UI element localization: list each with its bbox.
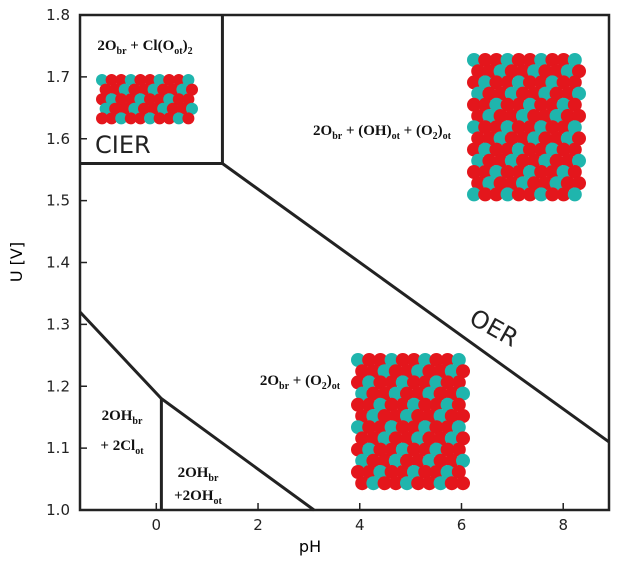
- region-label-part: + Cl(O: [127, 38, 175, 54]
- region-label-part: br: [132, 416, 143, 427]
- region-label-part: + (O: [400, 123, 433, 139]
- region-label: +2OHot: [174, 488, 222, 507]
- region-label-part: 2OH: [102, 408, 133, 424]
- region-label-part: ot: [135, 446, 144, 457]
- region-label-part: 2O: [260, 373, 279, 389]
- region-label: 2OHbr: [102, 408, 143, 427]
- x-tick-label: 0: [152, 516, 162, 534]
- region-label-part: + (OH): [342, 123, 391, 139]
- region-label-part: br: [208, 473, 219, 484]
- x-axis-label: pH: [299, 537, 321, 556]
- annotation: CIER: [95, 131, 151, 159]
- region-label-part: 2O: [313, 123, 332, 139]
- region-label-part: ot: [214, 496, 223, 507]
- y-axis-label: U [V]: [7, 242, 26, 282]
- x-tick-label: 2: [253, 516, 263, 534]
- region-label: 2Obr + (OH)ot + (O2)ot: [313, 123, 452, 142]
- atom-illustration: [351, 353, 470, 490]
- region-label-part: + 2Cl: [100, 438, 135, 454]
- region-label-part: + (O: [289, 373, 322, 389]
- y-tick-label: 1.4: [46, 254, 70, 272]
- y-tick-label: 1.7: [46, 68, 70, 86]
- region-label: + 2Clot: [100, 438, 144, 457]
- x-tick-label: 4: [355, 516, 365, 534]
- x-tick-label: 6: [457, 516, 467, 534]
- y-tick-label: 1.2: [46, 377, 70, 395]
- region-label-part: 2: [188, 46, 193, 57]
- region-label: 2Obr + Cl(Oot)2: [97, 38, 192, 57]
- region-label-part: 2O: [97, 38, 116, 54]
- region-label-part: 2OH: [178, 465, 209, 481]
- region-label-part: ot: [443, 131, 452, 142]
- atom: [182, 112, 194, 124]
- x-tick-label: 8: [558, 516, 568, 534]
- region-label-part: br: [279, 381, 290, 392]
- region-label-part: +2OH: [174, 488, 214, 504]
- chart: pH U [V] 0 2 4 6 8 1.0 1.1 1.2 1.3 1.4 1.5 1.6 1.7 1.…: [0, 0, 619, 563]
- y-tick-label: 1.8: [46, 6, 70, 24]
- region-label-part: ot: [332, 381, 341, 392]
- region-label: 2Obr + (O2)ot: [260, 373, 341, 392]
- region-label: 2OHbr: [178, 465, 219, 484]
- region-label-part: br: [332, 131, 343, 142]
- region-label-part: br: [117, 46, 128, 57]
- y-tick-label: 1.3: [46, 315, 70, 333]
- atom: [568, 187, 582, 201]
- atom-illustration: [96, 74, 198, 124]
- atom-illustration: [467, 53, 586, 201]
- y-tick-label: 1.1: [46, 439, 70, 457]
- y-tick-label: 1.0: [46, 501, 70, 519]
- y-tick-label: 1.5: [46, 192, 70, 210]
- y-tick-label: 1.6: [46, 130, 70, 148]
- atom: [456, 476, 470, 490]
